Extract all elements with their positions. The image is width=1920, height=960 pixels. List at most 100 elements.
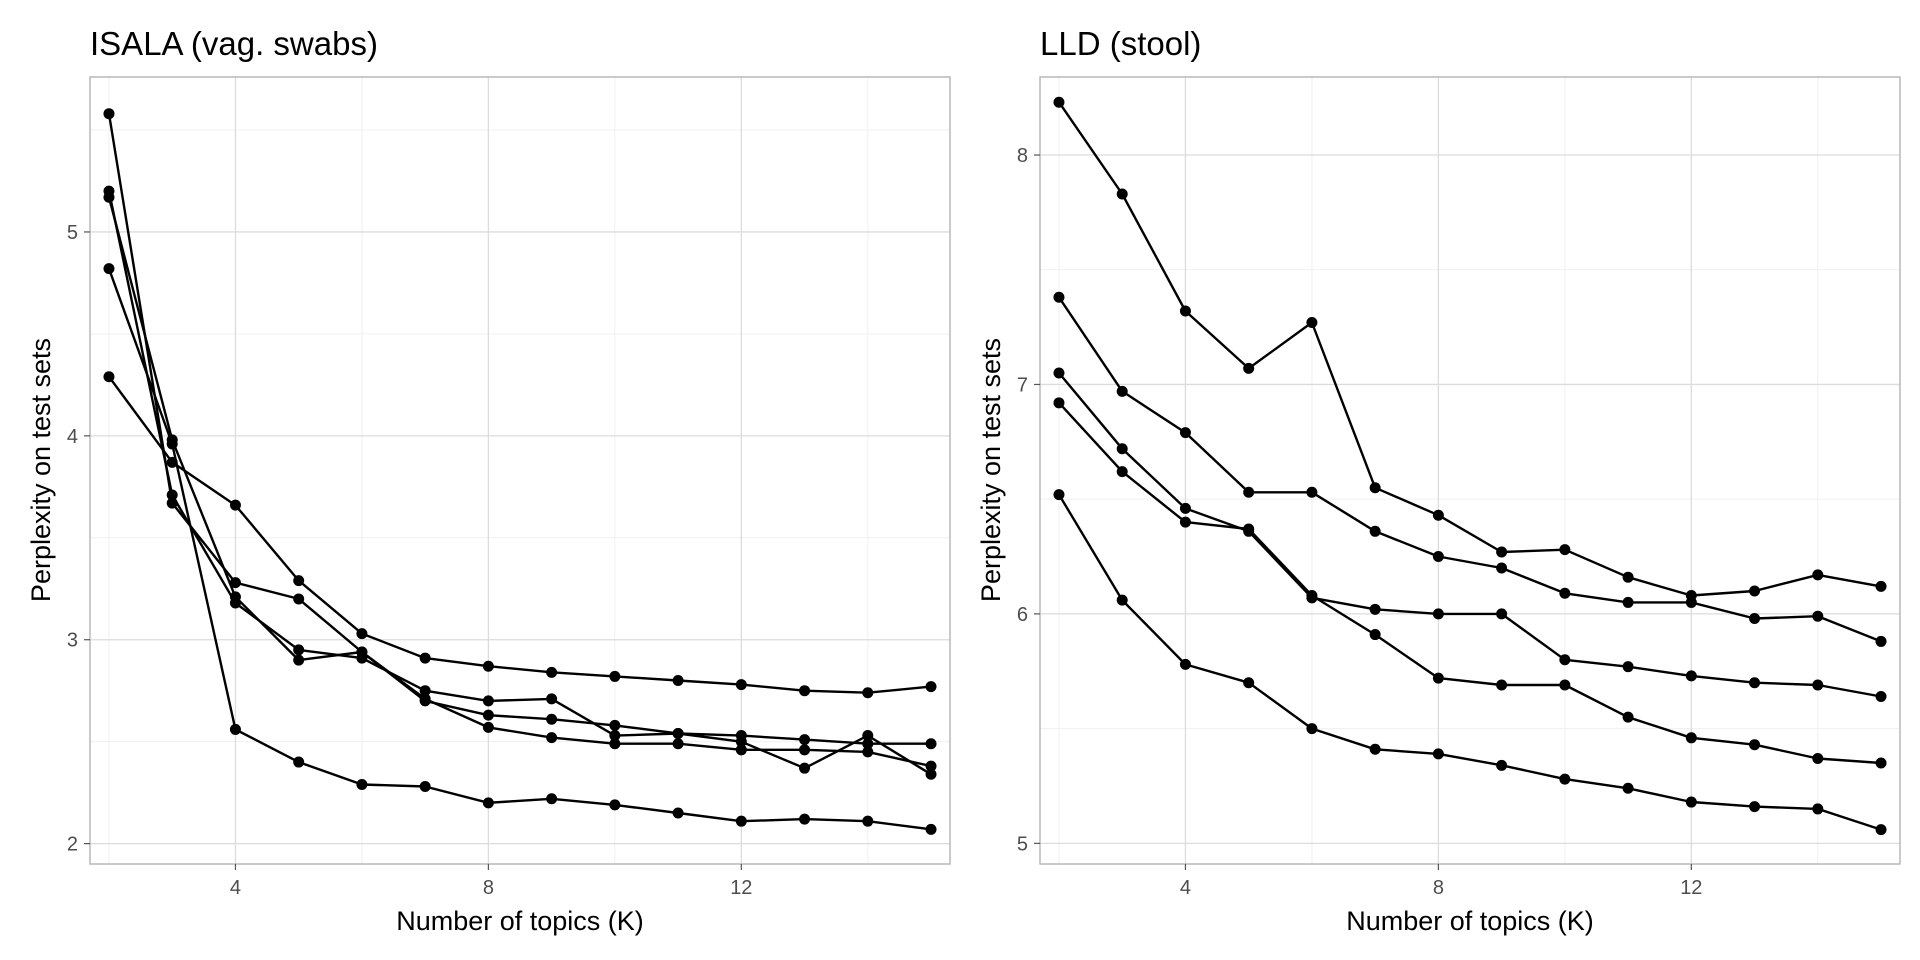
- panel-title-lld: LLD (stool): [1040, 25, 1201, 62]
- data-point: [1243, 523, 1255, 535]
- data-point: [1179, 516, 1191, 528]
- data-point: [925, 823, 937, 835]
- x-tick-label: 8: [483, 877, 494, 899]
- gridlines-isala: [90, 77, 950, 864]
- data-point: [1496, 679, 1508, 691]
- data-point: [609, 799, 621, 811]
- data-point: [166, 489, 178, 501]
- data-point: [293, 654, 305, 666]
- data-point: [672, 728, 684, 740]
- data-point: [1432, 672, 1444, 684]
- series-lines-lld: [1053, 96, 1887, 836]
- data-point: [609, 738, 621, 750]
- data-point: [1496, 546, 1508, 558]
- data-point: [1179, 502, 1191, 514]
- data-point: [1812, 569, 1824, 581]
- y-tick-labels-isala: 2 3 4 5: [67, 222, 90, 856]
- data-point: [293, 593, 305, 605]
- data-point: [1369, 525, 1381, 537]
- series-1: [103, 371, 937, 699]
- series-3: [103, 185, 937, 780]
- x-tick-labels-lld: 4 8 12: [1180, 864, 1702, 899]
- data-point: [166, 438, 178, 450]
- series-line: [107, 196, 932, 768]
- data-point: [1812, 679, 1824, 691]
- data-point: [1116, 594, 1128, 606]
- data-point: [1116, 466, 1128, 478]
- data-point: [1875, 691, 1887, 703]
- data-point: [862, 815, 874, 827]
- data-point: [1179, 658, 1191, 670]
- data-point: [1116, 443, 1128, 455]
- data-point: [1116, 385, 1128, 397]
- x-tick-label: 12: [1680, 877, 1702, 899]
- data-point: [1685, 670, 1697, 682]
- data-point: [1053, 489, 1065, 501]
- data-point: [356, 646, 368, 658]
- data-point: [799, 685, 811, 697]
- data-point: [925, 738, 937, 750]
- data-point: [1812, 803, 1824, 815]
- data-point: [1243, 677, 1255, 689]
- data-point: [1749, 585, 1761, 597]
- data-point: [925, 760, 937, 772]
- data-point: [293, 575, 305, 587]
- data-point: [1685, 732, 1697, 744]
- data-point: [1559, 654, 1571, 666]
- data-point: [799, 813, 811, 825]
- data-point: [1369, 743, 1381, 755]
- data-point: [1749, 677, 1761, 689]
- data-point: [1622, 782, 1634, 794]
- data-point: [1622, 571, 1634, 583]
- data-point: [925, 768, 937, 780]
- data-point: [799, 744, 811, 756]
- data-point: [546, 793, 558, 805]
- data-point: [1243, 486, 1255, 498]
- data-point: [1306, 723, 1318, 735]
- plot-border-isala: [89, 76, 951, 865]
- data-point: [862, 738, 874, 750]
- data-point: [1306, 486, 1318, 498]
- x-tick-label: 12: [730, 877, 752, 899]
- data-point: [1053, 397, 1065, 409]
- y-tick-label: 4: [67, 426, 78, 448]
- x-tick-label: 8: [1433, 877, 1444, 899]
- data-point: [103, 108, 115, 120]
- data-point: [229, 499, 241, 511]
- data-point: [1432, 748, 1444, 760]
- y-tick-label: 2: [67, 834, 78, 856]
- data-point: [1243, 362, 1255, 374]
- data-point: [1179, 427, 1191, 439]
- data-point: [1749, 801, 1761, 813]
- data-point: [546, 713, 558, 725]
- data-point: [862, 730, 874, 742]
- data-point: [482, 797, 494, 809]
- data-point: [1622, 711, 1634, 723]
- data-point: [1875, 580, 1887, 592]
- data-point: [1496, 562, 1508, 574]
- data-point: [799, 762, 811, 774]
- data-point: [356, 628, 368, 640]
- y-tick-label: 6: [1017, 604, 1028, 626]
- y-tick-label: 3: [67, 630, 78, 652]
- data-point: [672, 675, 684, 687]
- series-line: [1058, 372, 1882, 698]
- data-point: [1306, 590, 1318, 602]
- series-line: [1057, 493, 1882, 831]
- data-point: [103, 371, 115, 383]
- panel-isala: ISALA (vag. swabs) 4 8 12 2 3 4 5 Number of t…: [26, 25, 951, 936]
- data-point: [546, 693, 558, 705]
- data-point: [229, 723, 241, 735]
- data-point: [862, 746, 874, 758]
- data-point: [1559, 773, 1571, 785]
- data-point: [1812, 610, 1824, 622]
- series-line: [107, 113, 931, 745]
- data-point: [546, 732, 558, 744]
- data-point: [735, 736, 747, 748]
- plot-background-lld: [1040, 77, 1900, 864]
- series-line: [107, 268, 932, 831]
- data-point: [672, 738, 684, 750]
- series-5: [1053, 489, 1887, 836]
- data-point: [609, 730, 621, 742]
- series-line: [1058, 401, 1882, 765]
